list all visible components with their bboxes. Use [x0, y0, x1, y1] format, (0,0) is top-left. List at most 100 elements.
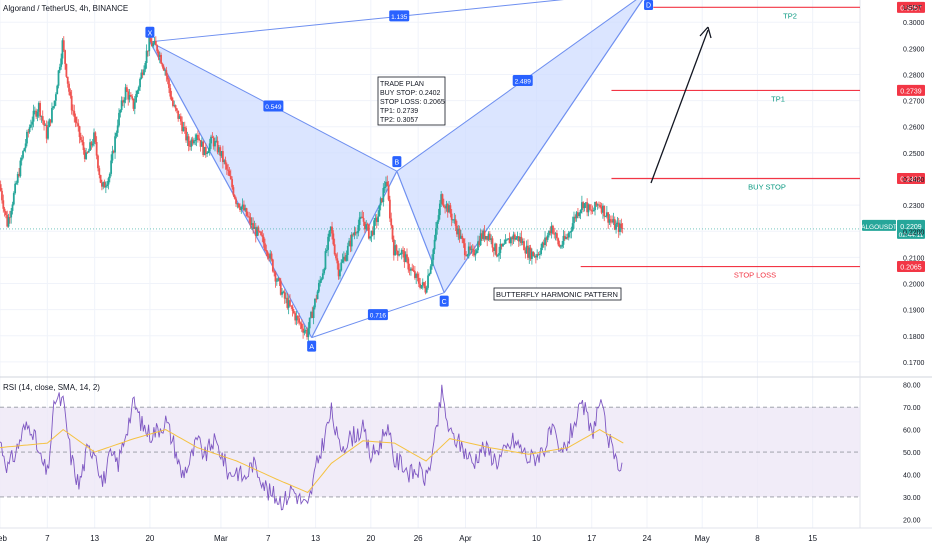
candle-body: [412, 270, 415, 272]
candle-body: [143, 69, 145, 75]
candle-body: [570, 230, 573, 233]
candle-body: [478, 241, 481, 246]
candle-body: [260, 231, 262, 236]
candle-body: [135, 94, 138, 103]
candle-body: [391, 225, 394, 240]
candle-body: [65, 63, 68, 77]
pattern-point-label: A: [309, 344, 314, 351]
candle-body: [375, 217, 378, 222]
candle-body: [62, 40, 65, 51]
candle-body: [283, 291, 286, 299]
candle-body: [457, 228, 460, 235]
candle-body: [32, 110, 35, 122]
candle-body: [438, 203, 441, 216]
level-label: STOP LOSS: [734, 271, 776, 280]
candle-body: [408, 269, 411, 271]
candle-body: [469, 246, 472, 251]
candle-body: [479, 233, 482, 246]
candle-body: [525, 245, 528, 254]
candle-body: [298, 318, 301, 323]
candle-body: [557, 238, 560, 245]
candle-body: [396, 250, 399, 256]
candle-body: [571, 223, 574, 231]
candle-body: [228, 170, 231, 176]
candle-body: [2, 200, 5, 209]
candle-body: [68, 83, 70, 92]
candle-body: [191, 139, 194, 144]
candle-body: [591, 210, 594, 212]
price-tag: [897, 261, 925, 273]
candle-body: [265, 249, 268, 252]
candle-body: [292, 310, 295, 314]
x-tick-label: 26: [414, 534, 423, 543]
candle-body: [14, 183, 17, 194]
candle-body: [458, 228, 461, 239]
candle-body: [212, 137, 215, 147]
candle-body: [186, 136, 189, 141]
candle-body: [328, 230, 331, 237]
candle-body: [39, 103, 42, 117]
candle-body: [58, 66, 61, 71]
candle-body: [61, 40, 64, 59]
candle-body: [141, 72, 144, 75]
candle-body: [108, 173, 111, 179]
candle-body: [470, 248, 473, 251]
candle-body: [544, 237, 546, 246]
x-tick-label: 24: [643, 534, 652, 543]
candle-body: [291, 306, 294, 311]
candle-body: [51, 108, 53, 123]
candle-body: [118, 112, 120, 126]
pattern-point-badge: [644, 0, 654, 10]
candle-body: [300, 323, 303, 329]
symbol-tag-label: ALGOUSDT: [861, 224, 897, 231]
candle-body: [16, 174, 19, 183]
level-label: TP2: [783, 11, 797, 20]
candle-body: [415, 273, 418, 278]
ratio-badge: [263, 100, 284, 112]
candle-body: [278, 278, 281, 281]
candle-body: [429, 266, 432, 274]
candle-body: [26, 131, 28, 144]
candle-body: [307, 328, 310, 338]
candle-body: [527, 245, 529, 258]
candle-body: [241, 204, 244, 207]
candle-body: [199, 140, 202, 147]
candle-body: [353, 232, 356, 236]
ratio-badge: [389, 10, 410, 22]
x-tick-label: 13: [90, 534, 99, 543]
candle-body: [245, 208, 248, 216]
candle-body: [277, 278, 280, 281]
candle-body: [348, 240, 351, 246]
candle-body: [508, 238, 511, 244]
candle-body: [30, 124, 32, 128]
candle-body: [206, 152, 209, 154]
candle-body: [70, 95, 73, 111]
candle-body: [599, 205, 602, 207]
candle-body: [203, 147, 206, 156]
candle-body: [325, 249, 328, 252]
candle-body: [533, 255, 536, 257]
candle-body: [431, 259, 433, 267]
candle-body: [507, 238, 510, 240]
trade-plan-line: BUY STOP: 0.2402: [380, 90, 441, 97]
candle-body: [541, 242, 544, 248]
candle-body: [229, 175, 232, 180]
candle-body: [120, 100, 123, 111]
x-tick-label: 7: [266, 534, 271, 543]
candle-body: [595, 201, 598, 206]
candle-body: [177, 110, 180, 119]
candle-body: [362, 218, 365, 222]
candle-body: [411, 268, 414, 271]
price-tag: [897, 172, 925, 184]
rsi-tick-label: 30.00: [903, 495, 921, 502]
candle-body: [444, 206, 447, 209]
candle-body: [583, 203, 586, 209]
candle-body: [139, 78, 141, 88]
candle-body: [45, 125, 48, 139]
ratio-badge: [367, 309, 388, 321]
candle-body: [82, 142, 85, 151]
candle-body: [534, 255, 537, 258]
price-unit: USDT: [903, 5, 923, 12]
candle-body: [290, 305, 293, 307]
